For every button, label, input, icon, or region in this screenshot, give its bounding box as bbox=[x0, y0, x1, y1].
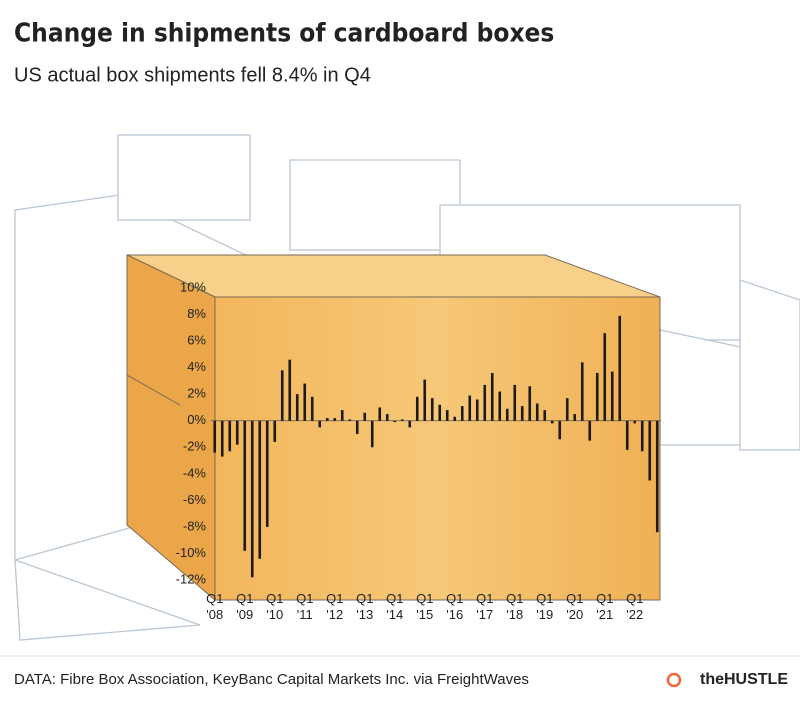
x-tick-label: Q1'12 bbox=[326, 591, 343, 622]
x-tick-label: Q1'16 bbox=[446, 591, 463, 622]
bar bbox=[468, 395, 472, 421]
x-tick-label: Q1'08 bbox=[206, 591, 223, 622]
x-tick-label: Q1'13 bbox=[356, 591, 373, 622]
bar bbox=[220, 420, 224, 457]
bar bbox=[318, 420, 322, 428]
bar bbox=[250, 420, 254, 578]
bar bbox=[348, 419, 352, 421]
bar bbox=[333, 418, 337, 421]
bar bbox=[295, 394, 299, 421]
bar bbox=[430, 398, 434, 421]
bar bbox=[453, 416, 457, 421]
bar bbox=[528, 386, 532, 421]
bar bbox=[543, 410, 547, 421]
x-tick-label: Q1'22 bbox=[626, 591, 643, 622]
bar bbox=[423, 379, 427, 421]
x-tick-label: Q1'17 bbox=[476, 591, 493, 622]
x-tick-label: Q1'14 bbox=[386, 591, 403, 622]
bar bbox=[625, 420, 629, 450]
bar bbox=[355, 420, 359, 434]
x-tick-label: Q1'21 bbox=[596, 591, 613, 622]
bar bbox=[513, 384, 517, 421]
bar bbox=[588, 420, 592, 441]
bar bbox=[415, 396, 419, 421]
bar bbox=[340, 410, 344, 421]
x-tick-label: Q1'09 bbox=[236, 591, 253, 622]
y-tick-label: 6% bbox=[187, 333, 206, 348]
x-tick-label: Q1'10 bbox=[266, 591, 283, 622]
bar bbox=[325, 418, 329, 421]
bar bbox=[505, 408, 509, 421]
y-tick-label: 0% bbox=[187, 412, 206, 427]
chart-title: Change in shipments of cardboard boxes bbox=[14, 19, 554, 49]
bar bbox=[580, 362, 584, 421]
source-note: DATA: Fibre Box Association, KeyBanc Cap… bbox=[14, 671, 529, 688]
logo-icon bbox=[666, 672, 682, 688]
bar bbox=[385, 414, 389, 421]
bar bbox=[618, 315, 622, 421]
x-tick-label: Q1'19 bbox=[536, 591, 553, 622]
x-tick-label: Q1'20 bbox=[566, 591, 583, 622]
chart-subtitle: US actual box shipments fell 8.4% in Q4 bbox=[14, 64, 371, 86]
bar bbox=[603, 333, 607, 421]
bar bbox=[565, 398, 569, 421]
bar bbox=[213, 420, 217, 453]
bar bbox=[288, 359, 292, 421]
y-tick-label: -10% bbox=[176, 545, 207, 560]
y-tick-label: 4% bbox=[187, 359, 206, 374]
y-tick-label: 8% bbox=[187, 306, 206, 321]
y-tick-label: -12% bbox=[176, 571, 207, 586]
bar bbox=[558, 420, 562, 440]
bar bbox=[400, 419, 404, 421]
bar bbox=[498, 391, 502, 421]
bar bbox=[573, 414, 577, 421]
bar bbox=[393, 420, 397, 423]
bar bbox=[303, 383, 307, 421]
y-tick-label: -8% bbox=[183, 518, 207, 533]
bar bbox=[595, 372, 599, 421]
bar bbox=[483, 384, 487, 421]
bar bbox=[273, 420, 277, 442]
bar bbox=[475, 399, 479, 421]
bar bbox=[520, 406, 524, 421]
bar bbox=[460, 406, 464, 421]
y-tick-label: -4% bbox=[183, 465, 207, 480]
bar bbox=[648, 420, 652, 481]
brand: theHUSTLE bbox=[700, 671, 788, 688]
bar bbox=[550, 420, 554, 424]
x-tick-label: Q1'11 bbox=[296, 591, 313, 622]
bar bbox=[235, 420, 239, 445]
y-tick-label: 10% bbox=[180, 279, 206, 294]
bar bbox=[445, 410, 449, 421]
bar bbox=[640, 420, 644, 452]
y-tick-label: -6% bbox=[183, 492, 207, 507]
bar bbox=[370, 420, 374, 448]
bar bbox=[258, 420, 262, 559]
bar bbox=[408, 420, 412, 428]
bar bbox=[363, 412, 367, 421]
x-tick-label: Q1'15 bbox=[416, 591, 433, 622]
cardboard-box bbox=[126, 254, 661, 602]
x-tick-label: Q1'18 bbox=[506, 591, 523, 622]
y-tick-label: -2% bbox=[183, 439, 207, 454]
bar bbox=[490, 372, 494, 421]
y-tick-label: 2% bbox=[187, 386, 206, 401]
bar bbox=[243, 420, 247, 551]
bar bbox=[655, 420, 659, 533]
bar bbox=[280, 370, 284, 421]
bar bbox=[310, 396, 314, 421]
bar bbox=[228, 420, 232, 452]
bar bbox=[610, 371, 614, 421]
bar bbox=[535, 403, 539, 421]
bar bbox=[265, 420, 269, 527]
bar bbox=[438, 404, 442, 421]
bar bbox=[378, 407, 382, 421]
bar bbox=[633, 420, 637, 424]
